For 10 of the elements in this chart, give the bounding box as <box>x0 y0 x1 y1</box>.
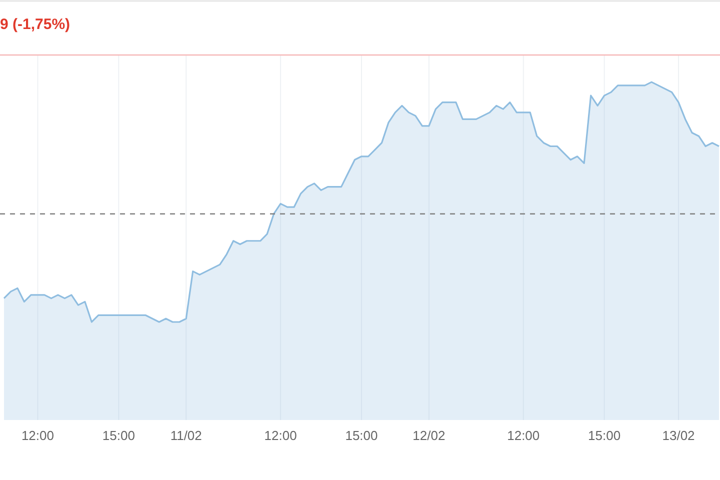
x-tick-label: 12:00 <box>507 428 540 443</box>
x-tick-label: 15:00 <box>102 428 135 443</box>
x-tick-label: 15:00 <box>588 428 621 443</box>
chart-title: 9 (-1,75%) <box>0 16 70 33</box>
x-tick-label: 13/02 <box>662 428 695 443</box>
x-tick-label: 11/02 <box>170 428 202 443</box>
x-tick-label: 15:00 <box>345 428 378 443</box>
x-tick-label: 12/02 <box>412 428 446 443</box>
x-tick-label: 12:00 <box>21 428 54 443</box>
x-tick-label: 12:00 <box>264 428 297 443</box>
